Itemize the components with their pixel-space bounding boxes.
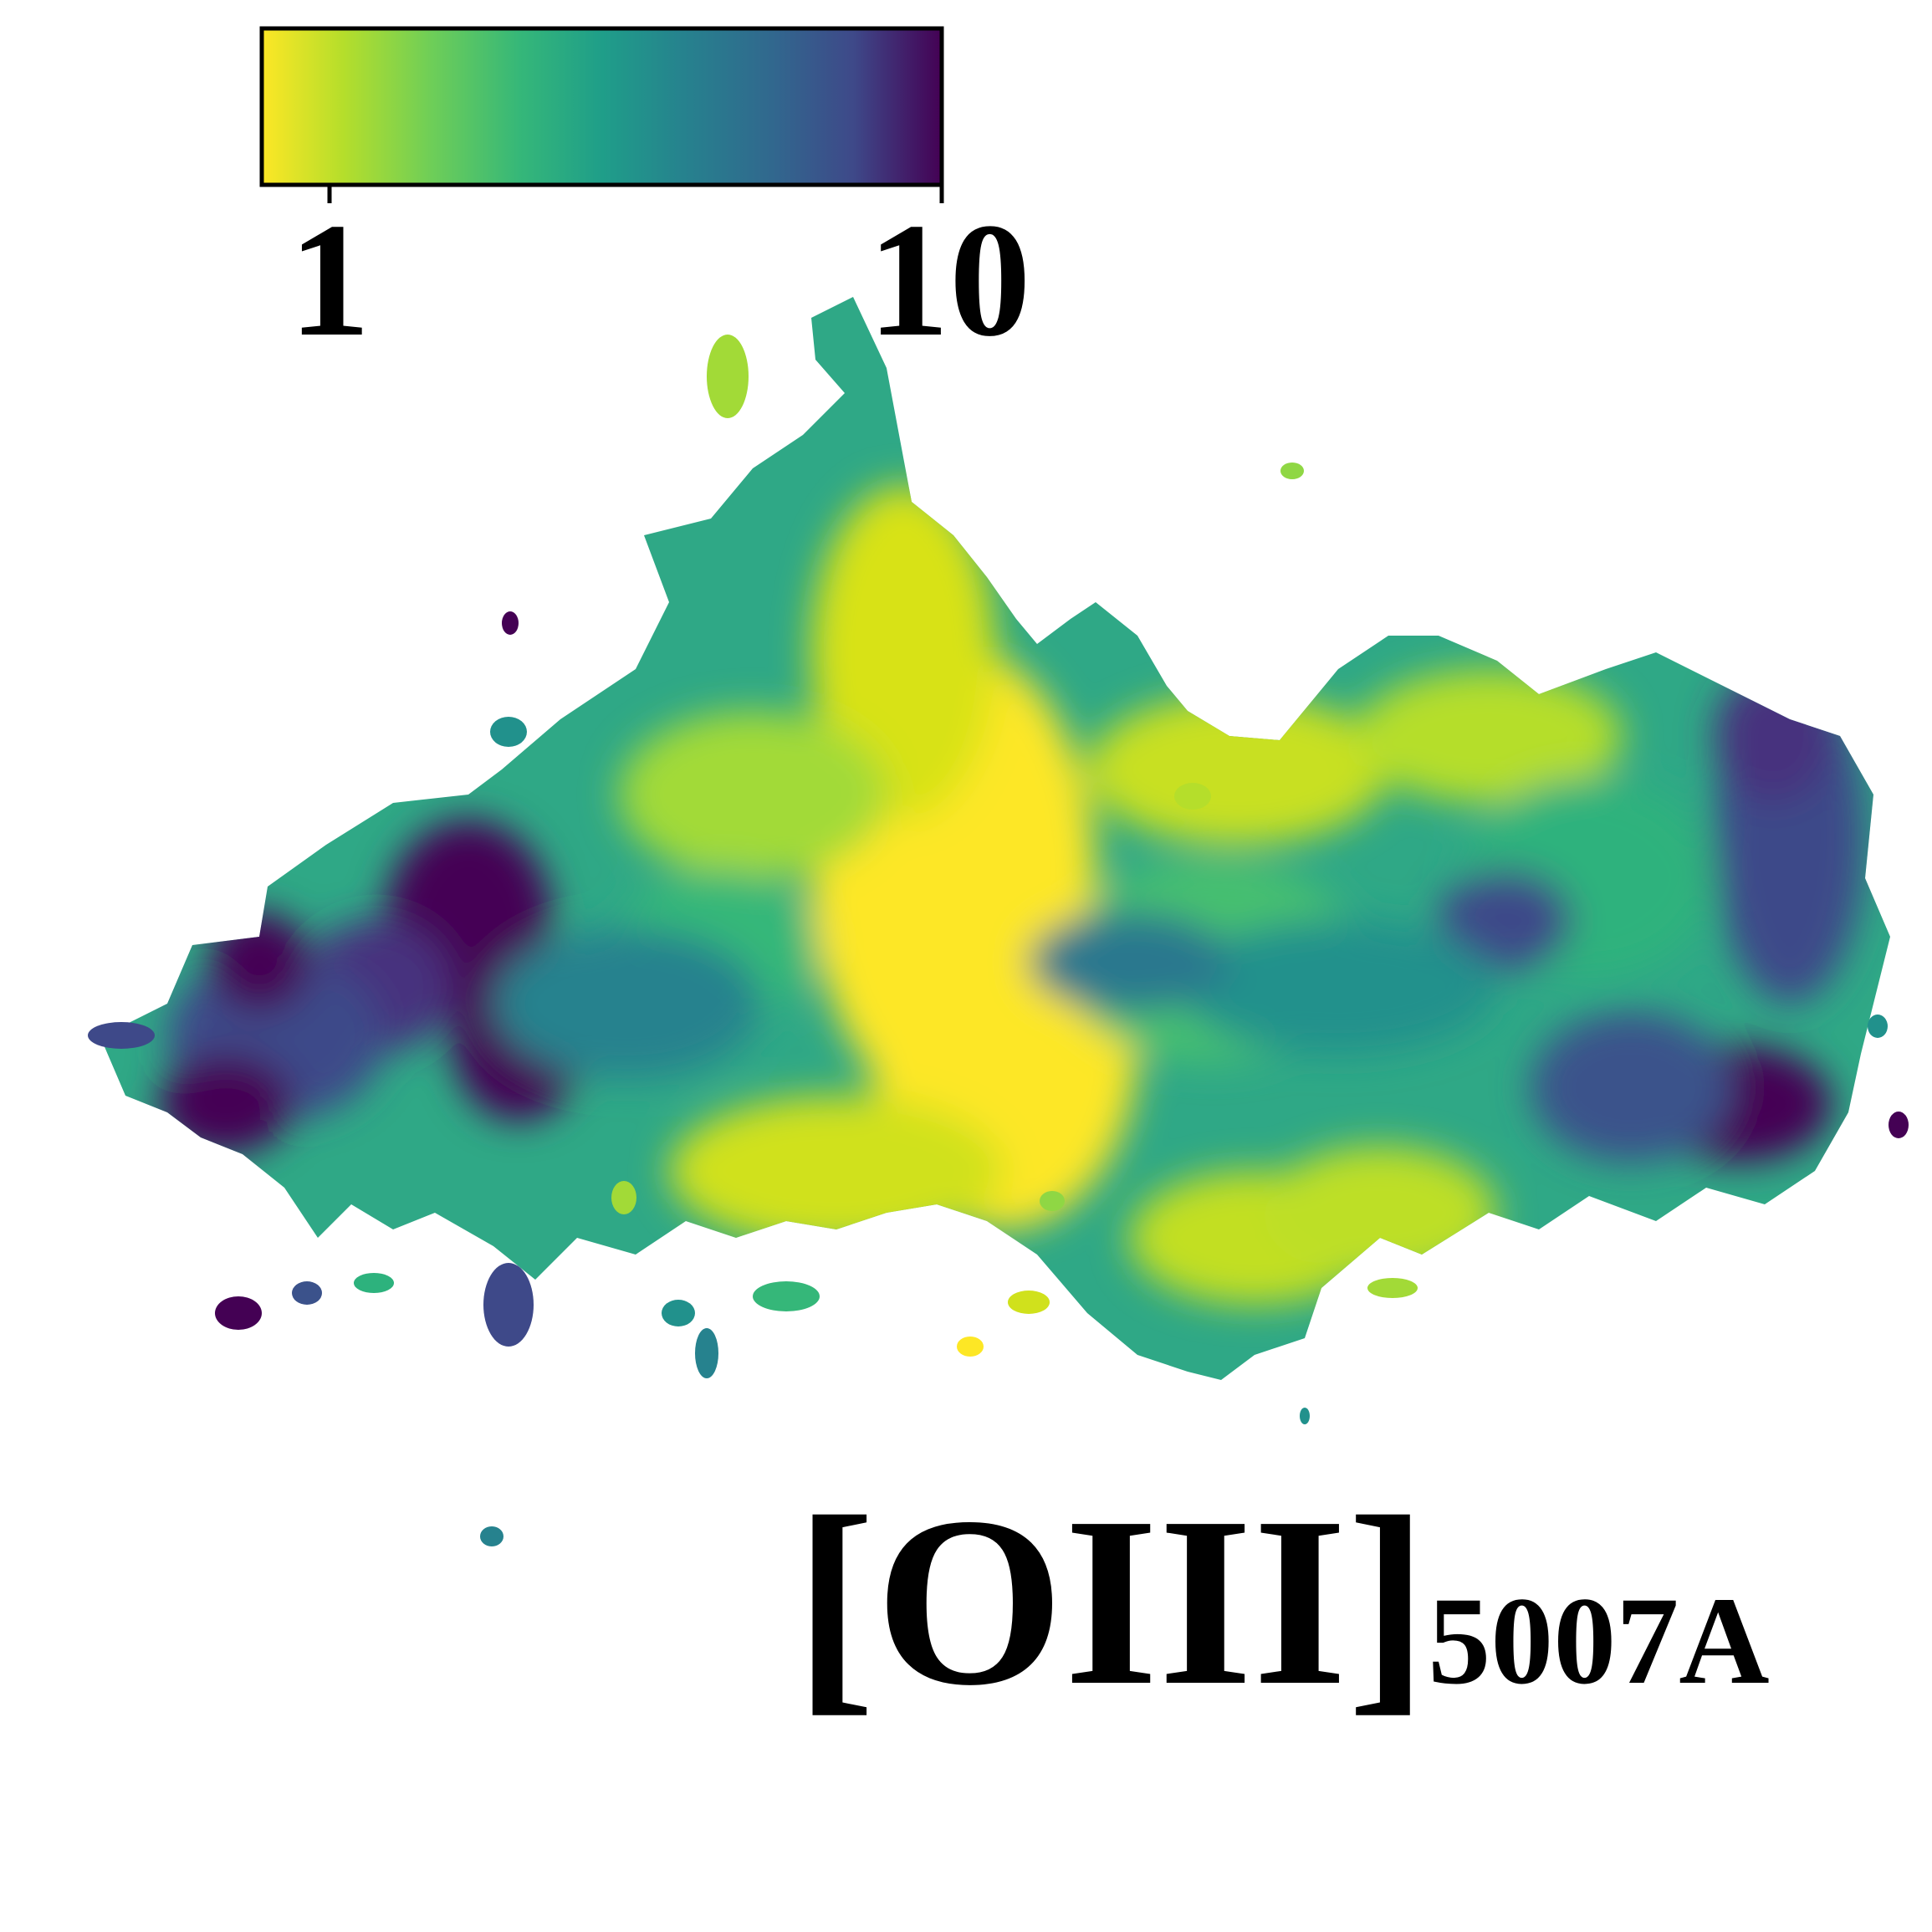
emission-clump	[88, 1022, 155, 1049]
map-region	[1531, 1012, 1731, 1163]
emission-clump	[695, 1328, 718, 1378]
map-region	[1439, 870, 1572, 970]
emission-clump	[1280, 463, 1304, 479]
map-region	[669, 1096, 1004, 1246]
map-region	[1029, 912, 1229, 1012]
outlying-clumps	[88, 335, 1909, 1546]
emission-line-label: [OIII]5007A	[795, 1480, 1770, 1723]
emission-line-label-main: [OIII]	[795, 1467, 1429, 1735]
emission-clump	[1868, 1015, 1888, 1038]
map-region	[1263, 1146, 1497, 1280]
emission-clump	[480, 1526, 503, 1546]
emission-clump	[1889, 1112, 1909, 1138]
map-region	[811, 485, 995, 820]
colorbar-tick-label-1: 1	[289, 190, 371, 371]
emission-clump	[292, 1281, 322, 1305]
map-region	[1087, 694, 1388, 845]
colorbar-tick-label-10: 10	[868, 190, 1031, 371]
map-region	[159, 1054, 293, 1154]
emission-clump	[483, 1263, 534, 1347]
map-region	[1355, 669, 1623, 803]
map-region	[493, 928, 761, 1079]
emission-clump	[502, 611, 519, 635]
emission-clump	[707, 335, 749, 418]
emission-clump	[1367, 1278, 1418, 1298]
emission-line-label-subscript: 5007A	[1428, 1572, 1770, 1710]
emission-clump	[490, 717, 527, 747]
map-region	[1179, 920, 1497, 1054]
emission-clump	[354, 1273, 394, 1293]
map-region	[209, 912, 309, 1012]
emission-clump	[215, 1296, 262, 1330]
map-region	[619, 711, 887, 878]
emission-clump	[1174, 783, 1211, 810]
emission-clump	[611, 1181, 636, 1214]
emission-clump	[957, 1337, 984, 1357]
map-region	[1715, 669, 1832, 803]
colorbar-gradient	[259, 26, 944, 187]
emission-clump	[662, 1300, 695, 1326]
emission-clump	[1040, 1191, 1065, 1211]
emission-clump	[1300, 1408, 1310, 1424]
colorbar: 1 10	[259, 26, 1031, 371]
emission-clump	[753, 1281, 820, 1311]
emission-clump	[1008, 1291, 1050, 1314]
